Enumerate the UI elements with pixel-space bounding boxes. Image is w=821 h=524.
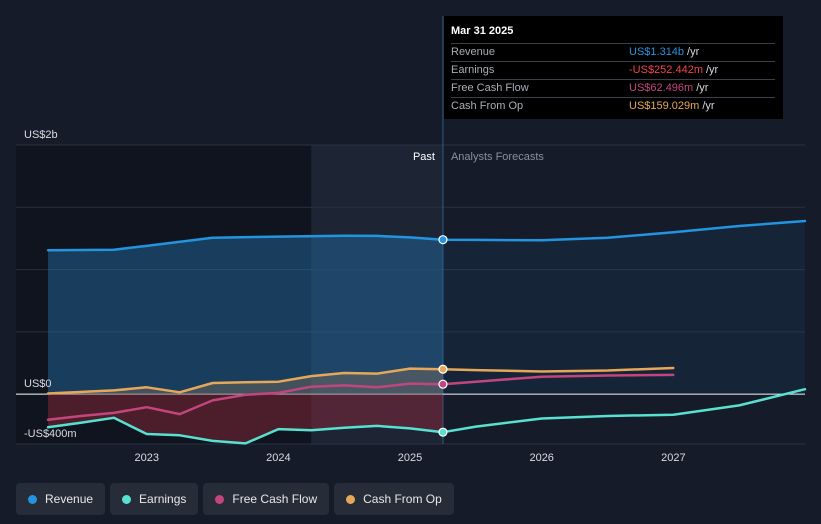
x-tick-label: 2026 [529, 452, 553, 464]
past-label: Past [413, 151, 435, 163]
y-tick-label: -US$400m [24, 428, 77, 440]
legend-item-free-cash-flow[interactable]: Free Cash Flow [203, 483, 330, 515]
legend-dot-icon [28, 494, 37, 504]
earnings-marker [438, 427, 448, 437]
x-tick-label: 2025 [398, 452, 422, 464]
revenue-line [46, 219, 807, 252]
tooltip-value: US$159.029m [629, 100, 700, 112]
legend-item-earnings[interactable]: Earnings [110, 483, 199, 515]
legend-item-revenue[interactable]: Revenue [16, 483, 106, 515]
tooltip: Mar 31 2025 Revenue US$1.314b /yr Earnin… [444, 16, 783, 119]
legend-dot-icon [215, 494, 225, 504]
legend-dot-icon [346, 494, 356, 504]
tooltip-value: US$62.496m [629, 82, 694, 94]
gridlines [16, 16, 805, 445]
tooltip-label: Cash From Op [451, 100, 524, 112]
tooltip-row-revenue: Revenue US$1.314b /yr [451, 43, 775, 61]
x-tick-label: 2023 [134, 452, 158, 464]
y-tick-label: US$0 [24, 378, 52, 390]
cash-from-op-line [46, 366, 675, 395]
tooltip-value: -US$252.442m [629, 64, 703, 76]
tooltip-value: US$1.314b [629, 46, 685, 58]
cash-from-op-marker [438, 364, 448, 374]
free-cash-flow-line [46, 373, 675, 421]
legend-label: Revenue [45, 492, 94, 506]
forecast-label: Analysts Forecasts [451, 151, 544, 163]
legend-label: Earnings [139, 492, 187, 506]
tooltip-label: Earnings [451, 64, 495, 76]
x-tick-label: 2027 [661, 452, 685, 464]
tooltip-label: Revenue [451, 46, 496, 58]
legend: Revenue Earnings Free Cash Flow Cash Fro… [16, 483, 454, 515]
legend-item-cash-from-op[interactable]: Cash From Op [334, 483, 454, 515]
free-cash-flow-marker [438, 379, 448, 389]
revenue-marker [438, 235, 448, 245]
revenue-area [48, 235, 443, 395]
x-tick-label: 2024 [266, 452, 290, 464]
legend-label: Free Cash Flow [232, 492, 318, 506]
tooltip-date: Mar 31 2025 [451, 25, 514, 37]
tooltip-row-cash-from-op: Cash From Op US$159.029m /yr [451, 97, 775, 115]
tooltip-unit: /yr [706, 64, 719, 76]
tooltip-unit: /yr [696, 82, 709, 94]
tooltip-row-free-cash-flow: Free Cash Flow US$62.496m /yr [451, 79, 775, 97]
tooltip-row-earnings: Earnings -US$252.442m /yr [451, 61, 775, 79]
tooltip-unit: /yr [702, 100, 715, 112]
earnings-line [46, 387, 807, 445]
revenue-forecast-area [442, 221, 805, 395]
tooltip-label: Free Cash Flow [451, 82, 529, 94]
y-tick-label: US$2b [24, 129, 58, 141]
tooltip-unit: /yr [687, 46, 700, 58]
legend-label: Cash From Op [363, 492, 442, 506]
legend-dot-icon [122, 494, 132, 504]
